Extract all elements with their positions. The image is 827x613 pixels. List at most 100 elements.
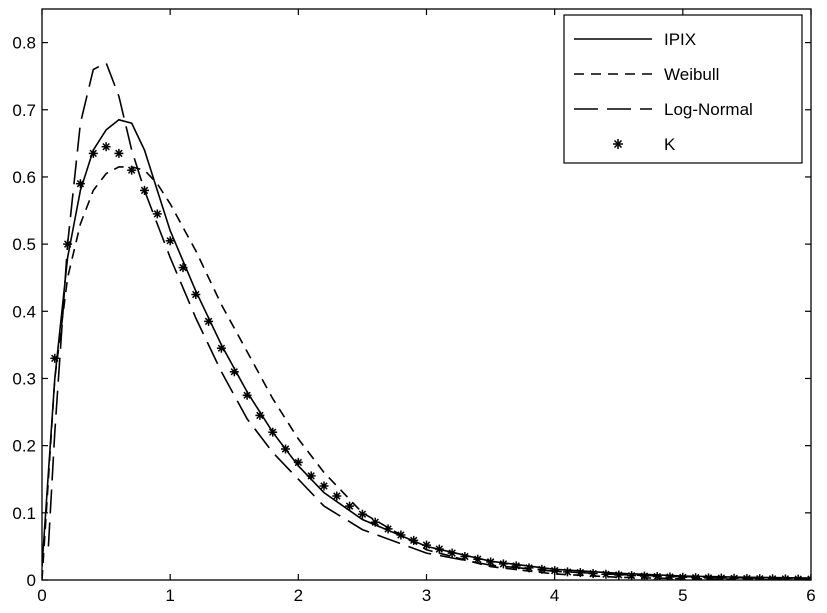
y-tick-label: 0.3 (12, 369, 36, 388)
data-point-k (140, 185, 149, 195)
x-tick-label: 6 (806, 586, 815, 605)
y-tick-label: 0.2 (12, 437, 36, 456)
data-point-k (268, 427, 278, 437)
marker-stroke (230, 368, 238, 376)
marker-stroke (333, 492, 341, 500)
data-point-k (50, 353, 60, 363)
marker-stroke (371, 518, 379, 526)
marker-stroke (179, 263, 187, 272)
marker-stroke (512, 562, 520, 570)
marker-stroke (127, 166, 136, 174)
marker-stroke (204, 317, 213, 326)
marker-stroke (358, 510, 367, 518)
marker-stroke (76, 179, 85, 188)
marker-stroke (589, 569, 597, 578)
marker-stroke (256, 411, 264, 420)
data-point-k (306, 471, 316, 481)
marker-stroke (486, 558, 495, 566)
x-tick-label: 4 (550, 586, 559, 605)
marker-stroke (307, 472, 315, 480)
marker-stroke (384, 525, 392, 533)
marker-stroke (615, 571, 623, 579)
marker-stroke (576, 568, 585, 577)
data-point-k (793, 574, 803, 580)
y-tick-label: 0.6 (12, 168, 36, 187)
marker-stroke (166, 237, 174, 245)
data-point-k (575, 568, 585, 578)
marker-stroke (474, 555, 482, 563)
y-tick-label: 0.5 (12, 235, 36, 254)
y-tick-label: 0.8 (12, 34, 36, 53)
data-point-k (627, 571, 637, 580)
data-point-k (75, 179, 85, 189)
marker-stroke (538, 565, 546, 573)
data-point-k (716, 573, 726, 580)
marker-stroke (294, 458, 303, 467)
marker-stroke (153, 210, 162, 218)
data-point-k (88, 148, 98, 158)
marker-stroke (320, 482, 328, 490)
x-tick-label: 2 (294, 586, 303, 605)
marker-stroke (666, 573, 674, 580)
legend-marker-k (613, 139, 623, 149)
data-point-k (293, 457, 303, 467)
data-point-k (601, 569, 611, 579)
marker-stroke (550, 566, 559, 575)
data-point-k (780, 574, 790, 580)
data-point-k (729, 573, 739, 580)
marker-stroke (461, 552, 469, 561)
data-point-k (242, 390, 252, 400)
data-point-k (755, 574, 765, 580)
marker-stroke (718, 574, 726, 580)
data-point-k (550, 566, 560, 576)
x-tick-label: 0 (37, 586, 46, 605)
legend-label-weibull: Weibull (664, 65, 719, 84)
marker-stroke (448, 549, 456, 557)
y-tick-label: 0.7 (12, 101, 36, 120)
data-point-k (281, 444, 290, 454)
marker-stroke (281, 445, 290, 453)
data-point-k (434, 544, 444, 554)
marker-stroke (731, 574, 738, 580)
marker-stroke (409, 536, 418, 545)
data-point-k (563, 567, 572, 577)
marker-stroke (192, 290, 200, 299)
marker-stroke (435, 545, 444, 553)
marker-stroke (422, 541, 431, 549)
data-point-k (588, 569, 598, 579)
data-point-k (422, 540, 431, 550)
data-point-k (63, 239, 73, 249)
data-point-k (319, 481, 329, 491)
data-point-k (216, 343, 226, 353)
marker-stroke (63, 240, 72, 248)
marker-stroke (627, 571, 636, 580)
marker-stroke (783, 575, 790, 580)
data-point-k (511, 561, 521, 571)
data-point-k (383, 524, 393, 534)
marker-stroke (525, 564, 533, 572)
data-point-k (460, 552, 470, 561)
marker-stroke (757, 574, 764, 580)
x-tick-label: 1 (165, 586, 174, 605)
marker-stroke (268, 428, 277, 436)
data-point-k (191, 290, 201, 299)
marker-stroke (744, 574, 751, 580)
data-point-k (614, 570, 624, 580)
marker-stroke (243, 391, 251, 399)
data-point-k (806, 574, 811, 580)
data-point-k (127, 165, 137, 175)
marker-stroke (807, 575, 811, 580)
marker-stroke (499, 560, 508, 568)
data-point-k (152, 209, 162, 219)
data-point-k (229, 367, 239, 377)
y-tick-label: 0.4 (12, 302, 36, 321)
data-point-k (101, 142, 111, 152)
marker-stroke (796, 575, 802, 580)
x-tick-label: 3 (422, 586, 431, 605)
legend-label-ipix: IPIX (664, 30, 696, 49)
legend-label-k: K (664, 135, 676, 154)
data-point-k (165, 236, 175, 246)
data-point-k (345, 501, 355, 511)
data-point-k (204, 316, 214, 326)
